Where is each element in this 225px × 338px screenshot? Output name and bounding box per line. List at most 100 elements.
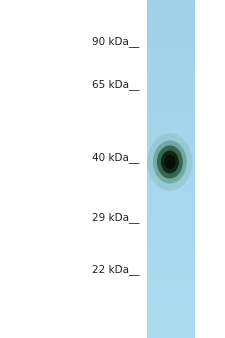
Bar bbox=[147, 31, 195, 34]
Bar bbox=[147, 301, 195, 304]
Bar bbox=[147, 73, 195, 76]
Bar bbox=[147, 169, 195, 172]
Bar bbox=[147, 68, 195, 70]
Bar bbox=[147, 144, 195, 146]
Bar bbox=[147, 282, 195, 285]
Bar bbox=[147, 48, 195, 51]
Bar bbox=[147, 228, 195, 231]
Bar bbox=[147, 118, 195, 121]
Bar bbox=[147, 273, 195, 276]
Bar bbox=[147, 53, 195, 56]
Bar bbox=[147, 37, 195, 40]
Bar bbox=[147, 116, 195, 118]
Bar bbox=[147, 330, 195, 332]
Bar bbox=[147, 82, 195, 84]
Bar bbox=[147, 129, 195, 132]
Bar bbox=[147, 203, 195, 206]
Text: 22 kDa__: 22 kDa__ bbox=[92, 265, 140, 275]
Bar bbox=[147, 124, 195, 127]
Bar bbox=[147, 237, 195, 239]
Bar bbox=[147, 45, 195, 48]
Bar bbox=[147, 65, 195, 68]
Bar bbox=[147, 110, 195, 113]
Bar bbox=[147, 42, 195, 45]
Ellipse shape bbox=[153, 141, 187, 184]
Bar bbox=[147, 327, 195, 330]
Bar bbox=[147, 220, 195, 222]
Ellipse shape bbox=[147, 133, 192, 191]
Bar bbox=[147, 214, 195, 217]
Bar bbox=[147, 285, 195, 287]
Ellipse shape bbox=[164, 155, 176, 169]
Bar bbox=[147, 3, 195, 6]
Ellipse shape bbox=[161, 150, 179, 173]
Bar bbox=[147, 251, 195, 254]
Bar bbox=[147, 141, 195, 144]
Bar bbox=[147, 335, 195, 338]
Bar bbox=[147, 11, 195, 14]
Bar bbox=[147, 183, 195, 186]
Bar bbox=[147, 293, 195, 296]
Bar bbox=[147, 149, 195, 152]
Bar bbox=[147, 104, 195, 107]
Bar bbox=[147, 276, 195, 279]
Bar bbox=[147, 87, 195, 90]
Bar bbox=[147, 127, 195, 129]
Bar bbox=[147, 270, 195, 273]
Bar bbox=[147, 101, 195, 104]
Bar bbox=[147, 28, 195, 31]
Bar bbox=[147, 121, 195, 124]
Bar bbox=[147, 135, 195, 138]
Bar bbox=[147, 20, 195, 23]
Bar bbox=[147, 206, 195, 209]
Text: 29 kDa__: 29 kDa__ bbox=[92, 213, 140, 223]
Bar bbox=[147, 313, 195, 315]
Bar bbox=[147, 25, 195, 28]
Bar bbox=[147, 59, 195, 62]
Bar bbox=[147, 217, 195, 220]
Bar bbox=[147, 248, 195, 251]
Bar bbox=[147, 14, 195, 17]
Bar bbox=[147, 310, 195, 313]
Bar bbox=[147, 155, 195, 158]
Bar bbox=[147, 175, 195, 177]
Bar bbox=[147, 152, 195, 155]
Bar bbox=[147, 6, 195, 8]
Bar bbox=[147, 296, 195, 298]
Bar bbox=[147, 245, 195, 248]
Bar bbox=[147, 56, 195, 59]
Bar bbox=[147, 318, 195, 321]
Bar bbox=[147, 315, 195, 318]
Bar bbox=[147, 79, 195, 82]
Bar bbox=[147, 180, 195, 183]
Bar bbox=[147, 307, 195, 310]
Bar bbox=[147, 290, 195, 293]
Text: 90 kDa__: 90 kDa__ bbox=[92, 37, 140, 47]
Bar bbox=[147, 51, 195, 53]
Bar bbox=[147, 90, 195, 93]
Bar bbox=[147, 298, 195, 301]
Bar bbox=[147, 70, 195, 73]
Ellipse shape bbox=[157, 145, 183, 178]
Bar bbox=[147, 172, 195, 175]
Bar bbox=[147, 211, 195, 214]
Bar bbox=[147, 146, 195, 149]
Bar bbox=[147, 200, 195, 203]
Text: 65 kDa__: 65 kDa__ bbox=[92, 79, 140, 91]
Text: 40 kDa__: 40 kDa__ bbox=[92, 152, 140, 164]
Bar bbox=[147, 332, 195, 335]
Bar bbox=[147, 268, 195, 270]
Bar bbox=[147, 222, 195, 225]
Bar bbox=[147, 239, 195, 242]
Bar bbox=[147, 262, 195, 265]
Bar bbox=[147, 177, 195, 180]
Bar bbox=[147, 76, 195, 79]
Bar bbox=[147, 231, 195, 234]
Bar bbox=[147, 234, 195, 237]
Bar bbox=[147, 0, 195, 3]
Bar bbox=[147, 93, 195, 96]
Bar bbox=[147, 113, 195, 116]
Bar bbox=[147, 161, 195, 163]
Bar bbox=[147, 163, 195, 166]
Bar bbox=[147, 107, 195, 110]
